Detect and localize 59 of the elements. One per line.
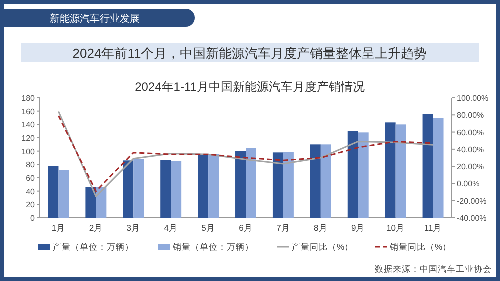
y-tick-label: 100 xyxy=(22,147,36,156)
y-tick-label: 140 xyxy=(22,120,36,130)
bar xyxy=(86,187,96,218)
y2-tick-label: 20.00% xyxy=(457,162,484,172)
chart-title: 2024年1-11月中国新能源汽车月度产销情况 xyxy=(135,80,365,94)
bar xyxy=(198,155,209,218)
x-tick-label: 9月 xyxy=(351,223,366,233)
bar xyxy=(134,159,144,218)
x-tick-label: 7月 xyxy=(276,223,290,233)
y-tick-label: 20 xyxy=(26,200,36,210)
bar xyxy=(208,154,220,218)
y-tick-label: 60 xyxy=(26,174,36,183)
y-tick-label: 160 xyxy=(22,107,36,116)
chart-subtitle: 2024年前11个月，中国新能源汽车月度产销量整体呈上升趋势 xyxy=(72,46,428,61)
bar xyxy=(272,152,284,218)
bar xyxy=(358,132,369,218)
bar xyxy=(171,161,182,218)
y-tick-label: 0 xyxy=(30,214,36,223)
x-tick-label: 3月 xyxy=(126,223,141,233)
y2-tick-label: -40.00% xyxy=(457,214,487,223)
y2-tick-label: -20.00% xyxy=(457,196,487,206)
bar xyxy=(48,166,59,218)
bar xyxy=(236,151,246,218)
x-tick-label: 11月 xyxy=(424,223,442,233)
bar xyxy=(283,152,294,218)
x-tick-label: 6月 xyxy=(239,223,253,233)
bar xyxy=(96,187,107,218)
bar xyxy=(123,160,134,218)
legend-label: 产量（单位：万辆） xyxy=(53,242,134,252)
bar xyxy=(246,148,256,218)
bar xyxy=(348,131,358,218)
y2-tick-label: 60.00% xyxy=(457,128,484,138)
x-tick-label: 2月 xyxy=(89,223,104,233)
text: 新能源汽车行业发展 xyxy=(50,13,140,25)
x-tick-label: 10月 xyxy=(386,223,406,233)
x-tick-label: 4月 xyxy=(164,223,178,233)
bar xyxy=(385,122,396,218)
source-note: 数据来源：中国汽车工业协会 xyxy=(375,264,492,274)
x-tick-label: 5月 xyxy=(202,223,216,233)
x-tick-label: 1月 xyxy=(52,223,66,233)
bar xyxy=(160,160,172,218)
y-tick-label: 80 xyxy=(26,160,36,170)
legend-label: 销量同比（%） xyxy=(389,242,452,252)
bar xyxy=(58,170,70,218)
legend-label: 销量（单位：万辆） xyxy=(172,242,254,252)
bar xyxy=(310,144,321,218)
bar xyxy=(433,118,444,218)
y2-tick-label: 80.00% xyxy=(457,111,484,120)
y-tick-label: 180 xyxy=(22,94,36,103)
legend-label: 产量同比（%） xyxy=(292,242,354,252)
y2-tick-label: 100.00% xyxy=(457,94,489,103)
x-tick-label: 8月 xyxy=(314,223,328,233)
y-tick-label: 40 xyxy=(26,187,36,196)
y2-tick-label: 0.00% xyxy=(457,180,480,189)
y-tick-label: 120 xyxy=(22,134,36,143)
bar xyxy=(396,124,406,218)
y2-tick-label: 40.00% xyxy=(457,145,484,154)
bar xyxy=(320,144,332,218)
bar xyxy=(422,114,434,218)
